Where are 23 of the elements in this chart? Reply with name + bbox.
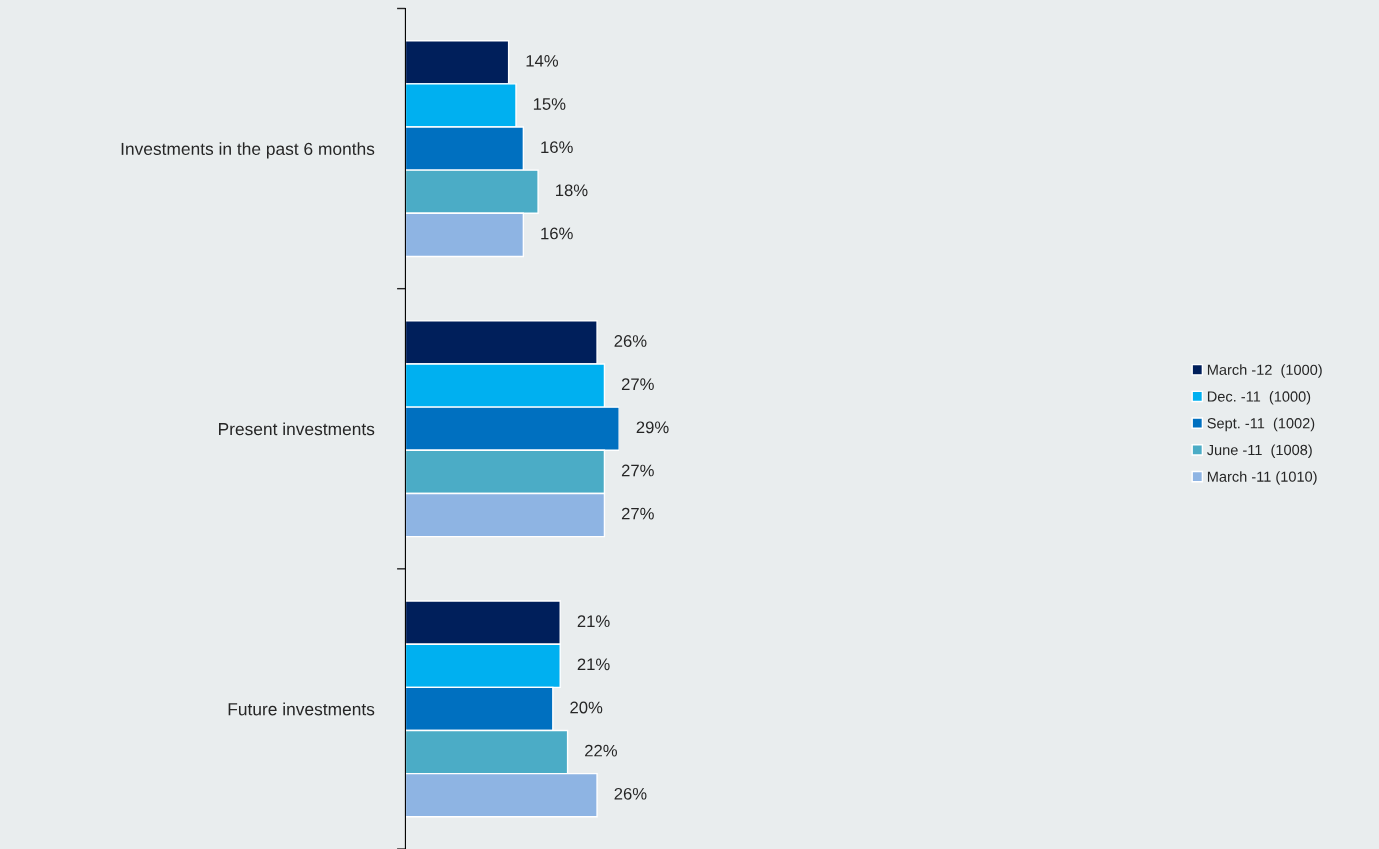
- data-label: 16%: [541, 141, 573, 154]
- data-label: 27%: [621, 378, 654, 391]
- legend-label: June -11 (1008): [1206, 444, 1312, 459]
- data-label: 14%: [526, 55, 559, 67]
- data-label: 15%: [533, 98, 566, 110]
- data-label: 29%: [636, 421, 669, 434]
- y-tick-label: Investments in the past 6 months: [121, 142, 375, 159]
- y-tick-label: Present investments: [219, 422, 375, 436]
- legend-label: Dec. -11 (1000): [1207, 390, 1311, 405]
- data-label: 27%: [621, 507, 654, 520]
- data-label: 18%: [556, 184, 588, 197]
- data-label: 22%: [585, 744, 618, 757]
- legend-label: March -11 (1010): [1207, 471, 1317, 485]
- data-label: 21%: [577, 615, 610, 628]
- data-label: 20%: [570, 701, 603, 714]
- data-label: 27%: [621, 464, 654, 477]
- legend-label: March -12 (1000): [1207, 364, 1322, 378]
- data-label: 26%: [614, 335, 647, 347]
- legend-label: Sept. -11 (1002): [1207, 417, 1315, 432]
- data-label: 26%: [614, 787, 647, 800]
- data-label: 21%: [577, 658, 610, 671]
- y-tick-label: Future investments: [228, 702, 375, 716]
- data-label: 16%: [541, 227, 573, 240]
